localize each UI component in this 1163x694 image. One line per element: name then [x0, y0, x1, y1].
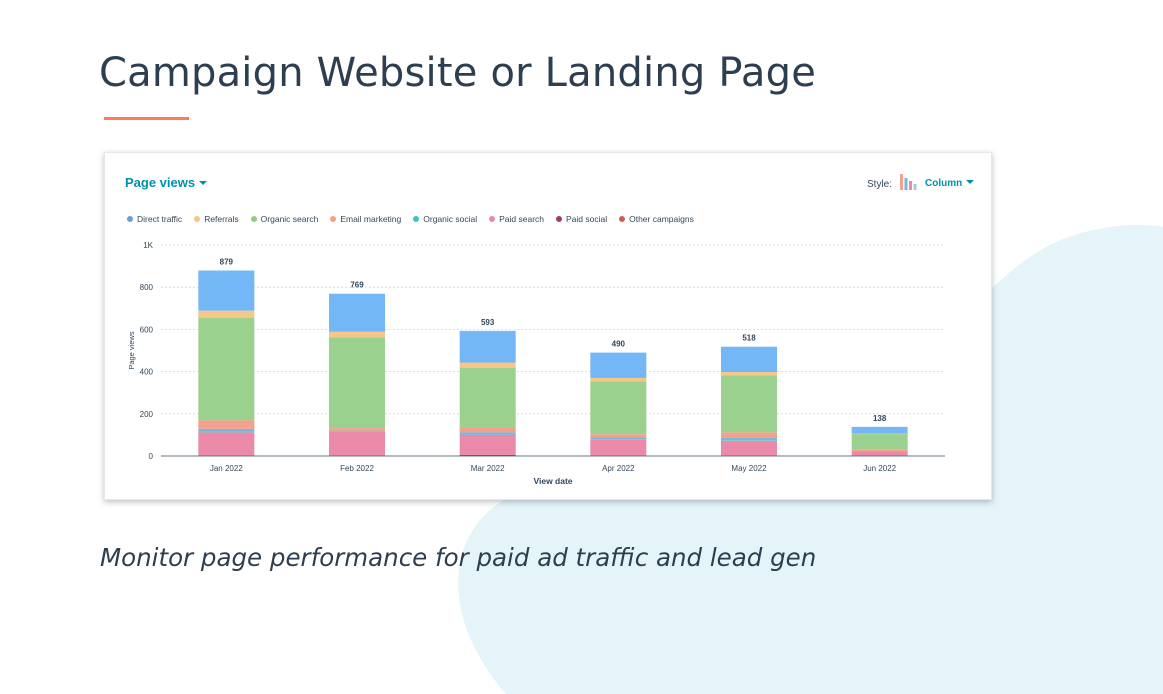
bar-segment [721, 432, 777, 437]
bar-segment [198, 432, 254, 455]
bar-total-label: 490 [612, 340, 626, 349]
y-tick-label: 0 [149, 452, 154, 461]
bar-total-label: 138 [873, 414, 887, 423]
x-tick-label: May 2022 [731, 464, 767, 473]
bar-segment [721, 441, 777, 456]
x-tick-label: Apr 2022 [602, 464, 635, 473]
y-tick-label: 400 [140, 368, 154, 377]
bar-segment [852, 451, 908, 455]
bar-segment [852, 450, 908, 451]
bar-segment [590, 378, 646, 382]
x-tick-label: Jan 2022 [210, 464, 243, 473]
bar-segment [198, 311, 254, 318]
y-tick-label: 600 [140, 325, 154, 334]
y-axis-label: Page views [127, 331, 136, 370]
bar-total-label: 879 [220, 258, 234, 267]
title-underline [104, 117, 189, 120]
bar-segment [460, 427, 516, 432]
bar-segment [721, 372, 777, 375]
bar-segment [460, 455, 516, 456]
bar-segment [852, 427, 908, 434]
y-tick-label: 1K [143, 241, 153, 250]
x-axis-label: View date [533, 476, 572, 486]
bar-segment [852, 434, 908, 450]
bar-total-label: 769 [350, 281, 364, 290]
bar-segment [590, 440, 646, 456]
bar-segment [329, 428, 385, 431]
slide-subtitle: Monitor page performance for paid ad tra… [100, 543, 816, 572]
stacked-column-chart: 0 200 400 600 800 1K Page views 879 Jan 2022 769 F… [105, 153, 991, 499]
bar-segment [460, 435, 516, 436]
slide-title: Campaign Website or Landing Page [99, 50, 816, 96]
bar-segment [198, 271, 254, 311]
bar-segment [721, 347, 777, 372]
bar-segment [721, 438, 777, 441]
bar-segment [329, 332, 385, 338]
bar-segment [198, 429, 254, 432]
bar-segment [721, 375, 777, 432]
bar-segment [460, 368, 516, 427]
x-tick-label: Mar 2022 [471, 464, 505, 473]
bar-segment [590, 439, 646, 440]
bar-segment [721, 440, 777, 441]
bar-segment [460, 432, 516, 435]
bar-segment [460, 436, 516, 455]
bar-segment [329, 337, 385, 428]
bar-segment [590, 353, 646, 378]
bar-total-label: 518 [742, 334, 756, 343]
bar-segment [198, 420, 254, 428]
bar-segment [329, 294, 385, 332]
bar-segment [198, 318, 254, 420]
y-tick-label: 800 [140, 283, 154, 292]
bar-segment [198, 431, 254, 432]
bar-segment [460, 331, 516, 363]
bar-segment [590, 437, 646, 439]
bar-segment [590, 382, 646, 435]
bar-segment [329, 431, 385, 455]
y-tick-label: 200 [140, 410, 154, 419]
x-tick-label: Jun 2022 [863, 464, 896, 473]
bar-segment [460, 363, 516, 368]
bar-segment [329, 431, 385, 432]
x-tick-label: Feb 2022 [340, 464, 374, 473]
bar-total-label: 593 [481, 318, 495, 327]
bar-segment [590, 434, 646, 437]
